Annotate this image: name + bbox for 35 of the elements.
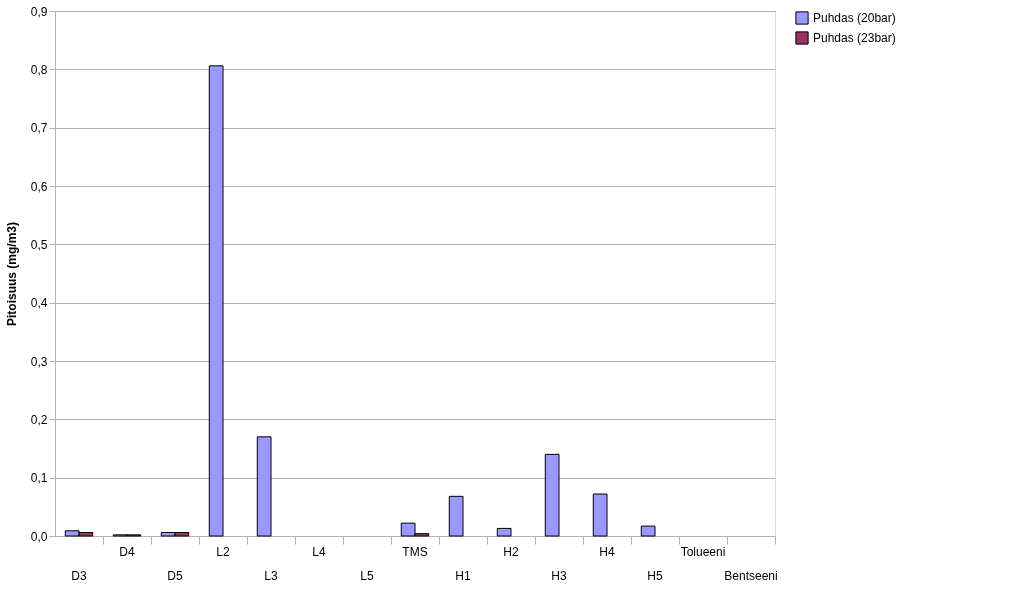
y-tick-label: 0,9 bbox=[30, 4, 48, 19]
bar bbox=[640, 525, 656, 537]
x-tick-label: H3 bbox=[551, 569, 567, 583]
y-axis-title: Pitoisuus (mg/m3) bbox=[4, 221, 19, 327]
x-tick-label: H4 bbox=[599, 545, 615, 559]
legend-label: Puhdas (23bar) bbox=[813, 31, 896, 45]
x-tick-label: L2 bbox=[216, 545, 230, 559]
y-tick-label: 0,3 bbox=[30, 354, 48, 369]
x-tick-label: H2 bbox=[503, 545, 519, 559]
bar bbox=[448, 495, 464, 537]
y-tick-label: 0,7 bbox=[30, 121, 48, 136]
bar bbox=[496, 527, 512, 537]
x-tick-label: L4 bbox=[312, 545, 326, 559]
x-tick-label: H5 bbox=[647, 569, 663, 583]
x-tick-label: L3 bbox=[264, 569, 278, 583]
y-tick-label: 0,4 bbox=[30, 296, 48, 311]
x-tick-label: TMS bbox=[402, 545, 428, 559]
legend-label: Puhdas (20bar) bbox=[813, 11, 896, 25]
bar bbox=[208, 65, 224, 537]
x-tick-label: Tolueeni bbox=[680, 545, 726, 559]
x-tick-label: D4 bbox=[119, 545, 135, 559]
y-tick-label: 0,8 bbox=[30, 62, 48, 77]
y-tick-label: 0,5 bbox=[30, 237, 48, 252]
y-tick-label: 0,0 bbox=[30, 529, 48, 544]
x-tick-label: L5 bbox=[360, 569, 374, 583]
y-tick-label: 0,6 bbox=[30, 179, 48, 194]
bar bbox=[544, 453, 560, 537]
x-tick-label: D5 bbox=[167, 569, 183, 583]
x-tick-label: D3 bbox=[71, 569, 87, 583]
bar bbox=[592, 493, 608, 537]
y-tick-label: 0,1 bbox=[30, 471, 48, 486]
y-tick-label: 0,2 bbox=[30, 412, 48, 427]
bar bbox=[256, 436, 272, 537]
x-tick-label: Bentseeni bbox=[724, 569, 778, 583]
x-tick-label: H1 bbox=[455, 569, 471, 583]
